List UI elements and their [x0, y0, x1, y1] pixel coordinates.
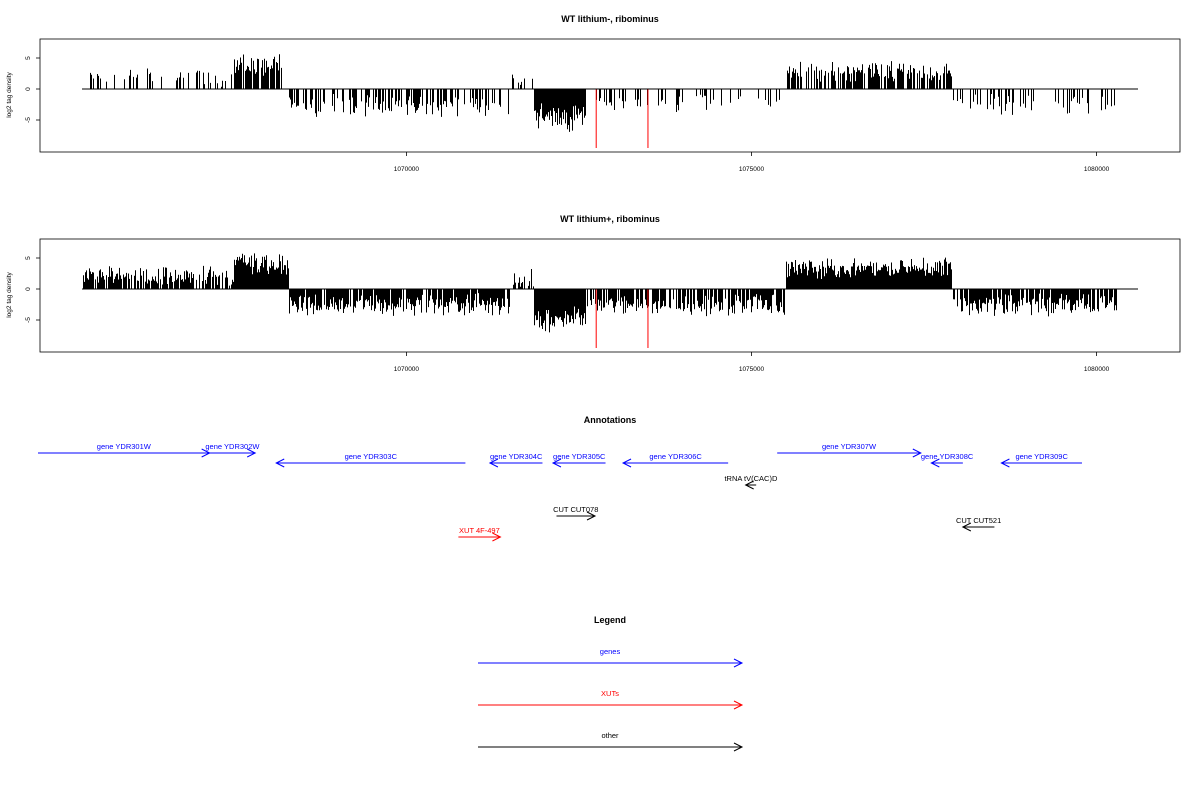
x-tick-label: 1075000 — [739, 166, 765, 173]
y-axis: 5 0 -5 — [25, 256, 40, 323]
y-axis-label: log2 tag density — [6, 71, 13, 117]
feature-label: CUT CUT078 — [553, 505, 598, 514]
feature-label: XUT 4F-497 — [459, 526, 500, 535]
y-tick-label: 0 — [25, 87, 32, 91]
legend-arrow — [478, 742, 744, 752]
feature-label: gene YDR305C — [553, 452, 606, 461]
x-tick-label: 1075000 — [739, 366, 765, 373]
feature-arrow — [209, 448, 257, 458]
x-axis: 1070000 1075000 1080000 — [394, 352, 1110, 373]
annotations-panel: Annotations gene YDR301W gene YDR302Wgene… — [38, 415, 1082, 542]
x-axis: 1070000 1075000 1080000 — [394, 152, 1110, 173]
y-tick-label: 0 — [25, 287, 32, 291]
feature-arrow — [621, 458, 729, 468]
feature-label: gene YDR302W — [205, 442, 260, 451]
feature-arrow — [1000, 458, 1082, 468]
feature-label: gene YDR309C — [1015, 452, 1068, 461]
plot-frame — [39, 38, 1181, 153]
legend-arrow — [478, 700, 744, 710]
highlight-lines — [595, 289, 649, 348]
highlight-lines — [595, 89, 649, 148]
feature-arrow — [930, 458, 963, 468]
feature-label: gene YDR304C — [490, 452, 543, 461]
feature-list: gene YDR301W gene YDR302W gene YDR303C gene… — [38, 442, 1082, 542]
tag-density-bars — [90, 54, 1115, 132]
y-tick-label: -5 — [25, 117, 32, 123]
annotations-title: Annotations — [584, 415, 637, 425]
track-panel-lithium-plus: WT lithium+, ribominus log2 tag density … — [6, 214, 1181, 373]
y-tick-label: 5 — [25, 56, 32, 60]
panel-title: WT lithium+, ribominus — [560, 214, 660, 224]
legend: Legend genes XUTs other — [478, 615, 744, 752]
feature-label: gene YDR301W — [97, 442, 152, 451]
legend-label: other — [601, 731, 619, 740]
x-tick-label: 1070000 — [394, 366, 420, 373]
feature-label: gene YDR306C — [649, 452, 702, 461]
feature-arrow — [777, 448, 922, 458]
feature-arrow — [551, 458, 606, 468]
x-tick-label: 1080000 — [1084, 366, 1110, 373]
legend-arrow — [478, 658, 744, 668]
feature-label: gene YDR307W — [822, 442, 877, 451]
feature-arrow — [458, 532, 502, 542]
y-tick-label: -5 — [25, 317, 32, 323]
y-axis-label: log2 tag density — [6, 271, 13, 317]
x-tick-label: 1080000 — [1084, 166, 1110, 173]
legend-title: Legend — [594, 615, 626, 625]
feature-arrow — [488, 458, 543, 468]
legend-label: genes — [600, 647, 621, 656]
track-panel-lithium-minus: WT lithium-, ribominus log2 tag density … — [6, 14, 1181, 173]
feature-arrow — [744, 480, 757, 490]
feature-label: CUT CUT521 — [956, 516, 1001, 525]
y-tick-label: 5 — [25, 256, 32, 260]
feature-arrow — [556, 511, 597, 521]
plot-frame — [39, 238, 1181, 353]
legend-label: XUTs — [601, 689, 619, 698]
feature-arrow — [275, 458, 466, 468]
feature-label: tRNA tV(CAC)D — [724, 474, 778, 483]
panel-title: WT lithium-, ribominus — [561, 14, 659, 24]
legend-items: genes XUTs other — [478, 647, 744, 752]
tag-density-bars — [83, 253, 1117, 333]
x-tick-label: 1070000 — [394, 166, 420, 173]
feature-label: gene YDR303C — [345, 452, 398, 461]
feature-arrow — [961, 522, 995, 532]
y-axis: 5 0 -5 — [25, 56, 40, 123]
feature-label: gene YDR308C — [921, 452, 974, 461]
